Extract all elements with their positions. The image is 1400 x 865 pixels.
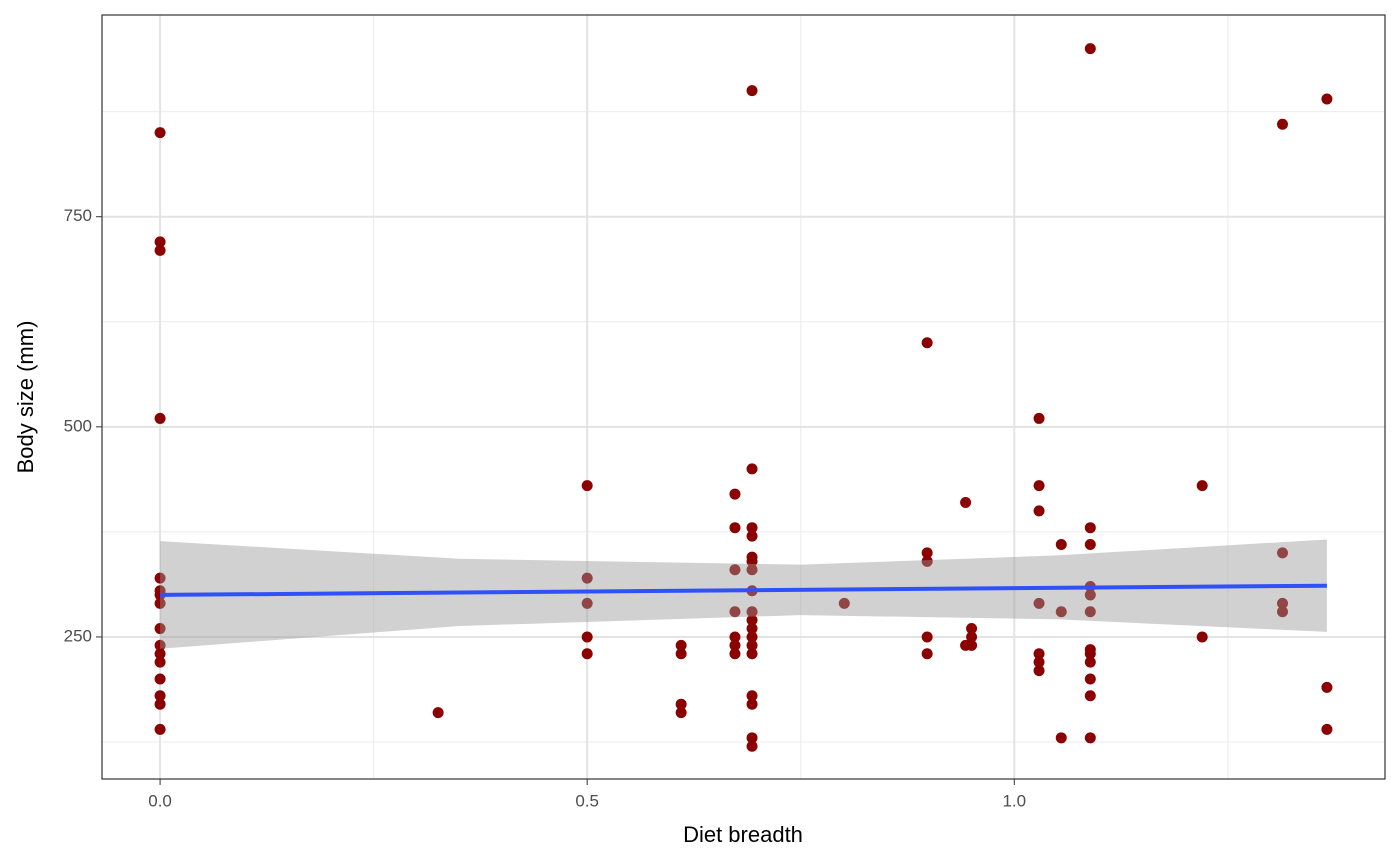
point bbox=[966, 623, 978, 635]
point bbox=[1033, 505, 1045, 517]
point bbox=[1033, 480, 1045, 492]
point bbox=[838, 597, 850, 609]
point bbox=[1055, 732, 1067, 744]
point bbox=[581, 572, 593, 584]
point bbox=[729, 648, 741, 660]
point bbox=[1321, 93, 1333, 105]
point bbox=[746, 555, 758, 567]
point bbox=[1084, 606, 1096, 618]
point bbox=[746, 648, 758, 660]
point bbox=[921, 547, 933, 559]
point bbox=[729, 564, 741, 576]
point bbox=[746, 639, 758, 651]
point bbox=[154, 623, 166, 635]
point bbox=[432, 707, 444, 719]
point bbox=[675, 698, 687, 710]
point bbox=[746, 530, 758, 542]
point bbox=[966, 639, 978, 651]
point bbox=[581, 480, 593, 492]
point bbox=[729, 639, 741, 651]
point bbox=[1196, 480, 1208, 492]
point bbox=[746, 740, 758, 752]
point bbox=[746, 564, 758, 576]
point bbox=[746, 631, 758, 643]
point bbox=[154, 690, 166, 702]
point bbox=[1033, 648, 1045, 660]
point bbox=[581, 648, 593, 660]
point bbox=[746, 606, 758, 618]
point bbox=[1321, 723, 1333, 735]
point bbox=[675, 707, 687, 719]
point bbox=[154, 572, 166, 584]
y-axis-title: Body size (mm) bbox=[13, 321, 38, 474]
point bbox=[1033, 597, 1045, 609]
point bbox=[746, 463, 758, 475]
point bbox=[921, 631, 933, 643]
y-tick-label: 500 bbox=[64, 416, 92, 435]
point bbox=[1084, 589, 1096, 601]
point bbox=[154, 648, 166, 660]
point bbox=[966, 631, 978, 643]
point bbox=[1196, 631, 1208, 643]
point bbox=[1084, 539, 1096, 551]
point bbox=[729, 522, 741, 534]
point bbox=[1033, 656, 1045, 668]
point bbox=[1276, 547, 1288, 559]
point bbox=[1084, 656, 1096, 668]
point bbox=[154, 244, 166, 256]
point bbox=[1033, 412, 1045, 424]
point bbox=[1084, 732, 1096, 744]
point bbox=[1276, 118, 1288, 130]
point bbox=[1084, 522, 1096, 534]
point bbox=[921, 337, 933, 349]
point bbox=[1084, 673, 1096, 685]
point bbox=[1033, 665, 1045, 677]
point bbox=[729, 606, 741, 618]
x-axis-title: Diet breadth bbox=[683, 822, 803, 847]
point bbox=[154, 698, 166, 710]
point bbox=[729, 631, 741, 643]
point bbox=[746, 698, 758, 710]
point bbox=[1321, 681, 1333, 693]
point bbox=[154, 127, 166, 139]
point bbox=[675, 648, 687, 660]
confidence-band bbox=[160, 539, 1327, 649]
panel-border bbox=[101, 14, 1386, 780]
x-tick-label: 0.0 bbox=[148, 791, 172, 810]
x-tick-label: 1.0 bbox=[1002, 791, 1026, 810]
point bbox=[1084, 43, 1096, 55]
point bbox=[1055, 539, 1067, 551]
point bbox=[746, 85, 758, 97]
y-tick-label: 750 bbox=[64, 206, 92, 225]
point bbox=[746, 623, 758, 635]
point bbox=[154, 656, 166, 668]
point bbox=[1084, 648, 1096, 660]
point bbox=[154, 236, 166, 248]
fit-line bbox=[160, 583, 1327, 597]
point bbox=[746, 614, 758, 626]
y-tick-label: 250 bbox=[64, 626, 92, 645]
point bbox=[746, 690, 758, 702]
point bbox=[921, 555, 933, 567]
point bbox=[1055, 606, 1067, 618]
point bbox=[154, 723, 166, 735]
point bbox=[960, 496, 972, 508]
point bbox=[746, 732, 758, 744]
point bbox=[729, 488, 741, 500]
point bbox=[154, 597, 166, 609]
x-tick-label: 0.5 bbox=[575, 791, 599, 810]
point bbox=[746, 522, 758, 534]
point bbox=[581, 631, 593, 643]
point bbox=[921, 648, 933, 660]
point bbox=[154, 639, 166, 651]
point bbox=[675, 639, 687, 651]
point bbox=[581, 597, 593, 609]
point bbox=[154, 412, 166, 424]
point bbox=[1276, 606, 1288, 618]
point bbox=[1276, 597, 1288, 609]
point bbox=[154, 673, 166, 685]
point bbox=[1084, 690, 1096, 702]
